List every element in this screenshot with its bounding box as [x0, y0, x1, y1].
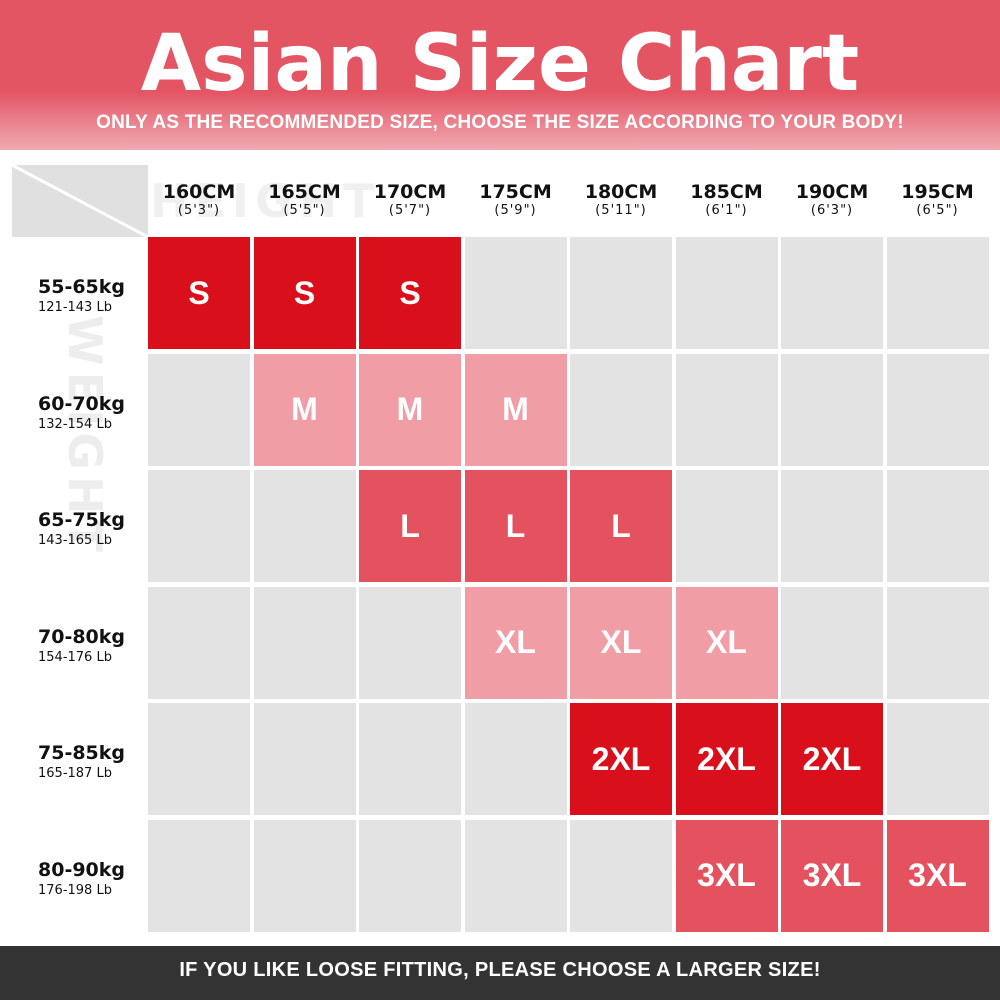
height-cm: 185CM: [690, 181, 763, 203]
height-ft: (6'1"): [705, 203, 748, 218]
empty-cell: [781, 470, 883, 582]
height-cm: 170CM: [373, 181, 447, 203]
empty-cell: [464, 819, 567, 932]
height-cm: 180CM: [584, 181, 658, 203]
weight-kg: 75-85kg: [38, 742, 126, 764]
height-ft: (5'5"): [283, 203, 326, 218]
height-ft: (5'11"): [595, 203, 647, 218]
empty-cell: [675, 353, 778, 466]
size-cell-2xl: 2XL: [781, 703, 883, 815]
weight-lb: 143-165 Lb: [38, 533, 112, 548]
size-chart-table: HEIGHT WEIGHT 160CM (5'3") 165CM (5'5") 170C…: [12, 165, 989, 937]
size-cell-m: M: [464, 353, 567, 466]
column-header: 175CM (5'9"): [465, 165, 567, 237]
height-ft: (6'3"): [810, 203, 854, 218]
empty-cell: [359, 586, 461, 699]
column-header: 165CM (5'5"): [254, 165, 356, 237]
empty-cell: [253, 819, 356, 932]
size-cell-l: L: [359, 470, 461, 582]
empty-cell: [570, 353, 672, 466]
weight-kg: 65-75kg: [38, 509, 126, 531]
column-header: 180CM (5'11"): [570, 165, 672, 237]
height-ft: (5'7"): [388, 203, 432, 218]
weight-kg: 60-70kg: [38, 392, 126, 415]
empty-cell: [570, 237, 672, 349]
empty-cell: [570, 819, 672, 932]
row-header: 80-90kg 176-198 Lb: [38, 858, 148, 900]
empty-cell: [359, 703, 461, 815]
empty-cell: [886, 470, 989, 582]
empty-cell: [886, 353, 989, 466]
weight-kg: 55-65kg: [38, 276, 126, 298]
height-ft: (6'5"): [916, 203, 959, 218]
empty-cell: [886, 237, 989, 349]
table-corner: [12, 165, 148, 237]
height-cm: 160CM: [162, 181, 236, 203]
column-header: 170CM (5'7"): [359, 165, 461, 237]
footer-banner: IF YOU LIKE LOOSE FITTING, PLEASE CHOOSE…: [0, 946, 1000, 1000]
weight-lb: 121-143 Lb: [38, 300, 112, 315]
size-cell-xl: XL: [675, 586, 778, 699]
height-cm: 165CM: [268, 181, 341, 203]
empty-cell: [886, 586, 989, 699]
empty-cell: [148, 353, 250, 466]
height-cm: 195CM: [901, 181, 974, 203]
size-cell-xl: XL: [464, 586, 567, 699]
weight-lb: 154-176 Lb: [38, 649, 112, 665]
empty-cell: [781, 586, 883, 699]
row-header: 60-70kg 132-154 Lb: [38, 392, 148, 434]
page-title: Asian Size Chart: [140, 19, 860, 109]
empty-cell: [781, 353, 883, 466]
height-cm: 190CM: [795, 181, 869, 203]
weight-lb: 176-198 Lb: [38, 882, 112, 898]
row-header: 65-75kg 143-165 Lb: [38, 508, 148, 550]
page-subtitle: ONLY AS THE RECOMMENDED SIZE, CHOOSE THE…: [96, 112, 904, 133]
size-cell-3xl: 3XL: [675, 819, 778, 932]
size-cell-2xl: 2XL: [675, 703, 778, 815]
height-cm: 175CM: [479, 181, 552, 203]
corner-diagonal: [12, 165, 148, 237]
empty-cell: [464, 237, 567, 349]
height-ft: (5'3"): [177, 203, 221, 218]
size-cell-2xl: 2XL: [570, 703, 672, 815]
size-cell-l: L: [570, 470, 672, 582]
empty-cell: [148, 819, 250, 932]
empty-cell: [781, 237, 883, 349]
size-cell-3xl: 3XL: [886, 819, 989, 932]
column-header: 195CM (6'5"): [887, 165, 989, 237]
size-cell-s: S: [253, 237, 356, 349]
weight-lb: 165-187 Lb: [38, 766, 112, 781]
size-cell-s: S: [359, 237, 461, 349]
empty-cell: [253, 586, 356, 699]
empty-cell: [148, 586, 250, 699]
header-banner: Asian Size Chart ONLY AS THE RECOMMENDED…: [0, 0, 1000, 150]
empty-cell: [675, 470, 778, 582]
column-header: 190CM (6'3"): [781, 165, 883, 237]
column-header: 160CM (5'3"): [148, 165, 250, 237]
weight-kg: 80-90kg: [38, 858, 126, 881]
size-cell-m: M: [359, 353, 461, 466]
weight-kg: 70-80kg: [38, 625, 126, 648]
weight-lb: 132-154 Lb: [38, 416, 112, 432]
empty-cell: [148, 703, 250, 815]
empty-cell: [253, 470, 356, 582]
empty-cell: [253, 703, 356, 815]
height-ft: (5'9"): [494, 203, 537, 218]
empty-cell: [359, 819, 461, 932]
row-header: 55-65kg 121-143 Lb: [38, 275, 148, 317]
empty-cell: [886, 703, 989, 815]
empty-cell: [148, 470, 250, 582]
size-cell-s: S: [148, 237, 250, 349]
size-cell-3xl: 3XL: [781, 819, 883, 932]
empty-cell: [464, 703, 567, 815]
row-header: 75-85kg 165-187 Lb: [38, 741, 148, 783]
column-header: 185CM (6'1"): [676, 165, 778, 237]
row-header: 70-80kg 154-176 Lb: [38, 625, 148, 667]
empty-cell: [675, 237, 778, 349]
size-cell-l: L: [464, 470, 567, 582]
size-cell-m: M: [253, 353, 356, 466]
size-cell-xl: XL: [570, 586, 672, 699]
height-watermark: HEIGHT: [150, 174, 381, 228]
